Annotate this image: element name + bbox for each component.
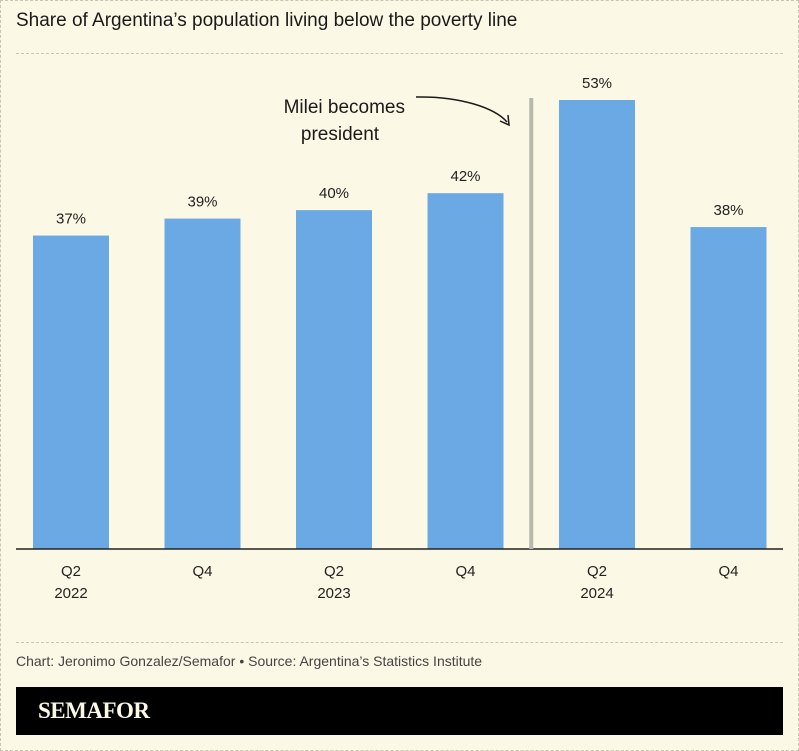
- x-tick-label: Q2: [324, 563, 344, 580]
- x-tick-year-label: 2023: [317, 585, 350, 602]
- source-credit: Chart: Jeronimo Gonzalez/Semafor • Sourc…: [16, 653, 483, 669]
- x-tick-label: Q2: [61, 563, 81, 580]
- footer-divider: [16, 642, 783, 643]
- value-label: 53%: [582, 75, 612, 92]
- bar: [33, 235, 109, 549]
- chart-title: Share of Argentina’s population living b…: [16, 10, 518, 31]
- annotation-arrow: [415, 96, 508, 123]
- x-tick-label: Q4: [192, 563, 212, 580]
- annotation-text: president: [301, 124, 380, 145]
- bar: [559, 100, 635, 549]
- annotation-text: Milei becomes: [284, 97, 405, 118]
- arrowhead-icon: [499, 114, 510, 127]
- semafor-logo: SEMAFOR: [38, 698, 150, 723]
- value-label: 42%: [450, 168, 480, 185]
- value-label: 37%: [56, 211, 86, 228]
- bar: [164, 218, 241, 550]
- bar-chart: 37% Q2 2022 39% Q4 40% Q2 2023 42% Q4 53% Q2 2024 38%…: [16, 75, 783, 602]
- x-tick-label: Q2: [587, 563, 607, 580]
- value-label: 38%: [713, 202, 743, 219]
- bar: [427, 193, 504, 550]
- title-divider: [16, 53, 783, 54]
- logo-bar: SEMAFOR: [16, 687, 783, 735]
- value-label: 40%: [319, 185, 349, 202]
- bar: [690, 227, 767, 549]
- x-tick-year-label: 2022: [54, 585, 87, 602]
- bar: [296, 210, 372, 549]
- x-tick-label: Q4: [718, 563, 738, 580]
- value-label: 39%: [187, 194, 217, 211]
- x-tick-label: Q4: [455, 563, 475, 580]
- x-tick-year-label: 2024: [580, 585, 613, 602]
